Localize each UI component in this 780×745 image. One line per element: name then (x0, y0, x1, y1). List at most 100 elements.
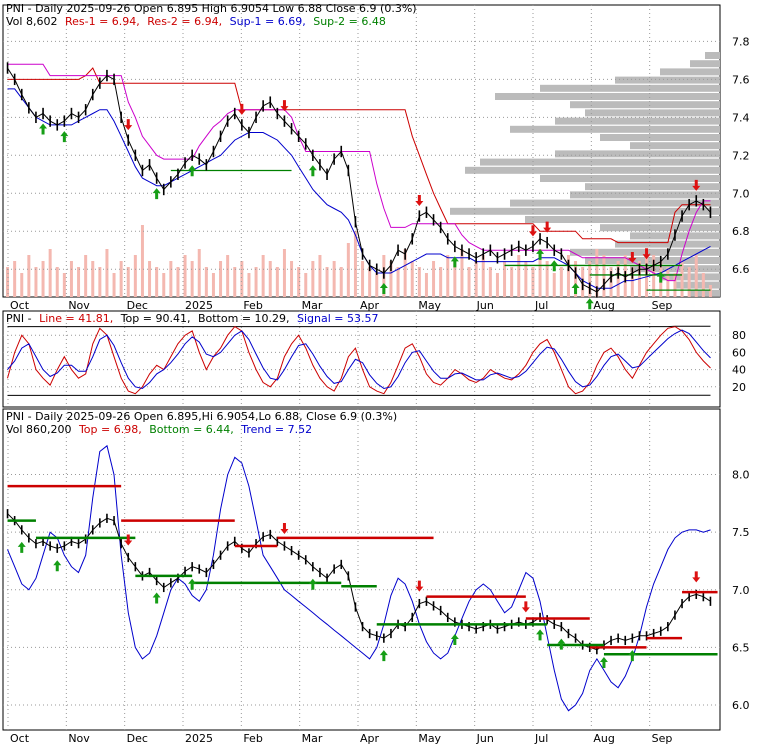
volume-profile-bar (465, 166, 720, 174)
volume-profile-bar (690, 289, 720, 297)
volume-bar (687, 267, 691, 297)
buy-arrow (450, 256, 459, 268)
volume-profile-bar (615, 240, 720, 248)
volume-bar (304, 273, 308, 297)
volume-profile-bar (570, 248, 720, 256)
volume-bar (396, 267, 400, 297)
x-tick-label-sep: Sep (652, 299, 673, 312)
volume-bar (673, 273, 677, 297)
oscillator-top-label: Top = 90.41, (120, 312, 191, 325)
volume-bar (410, 261, 414, 297)
volume-bar (176, 267, 180, 297)
x-tick-label-mar: Mar (302, 732, 323, 745)
x-tick-label-feb: Feb (243, 732, 262, 745)
sell-arrow (543, 221, 552, 233)
volume-bar (517, 255, 521, 297)
volume-bar (488, 267, 492, 297)
volume-bar (694, 255, 698, 297)
sell-arrow (521, 601, 530, 613)
volume-bar (261, 255, 265, 297)
x-tick-label-dec: Dec (127, 299, 148, 312)
volume-bar (701, 273, 705, 297)
buy-arrow (536, 248, 545, 260)
x-tick-label-aug: Aug (593, 299, 614, 312)
y-tick-label: 7.0 (732, 584, 750, 597)
buy-arrow (628, 650, 637, 662)
volume-profile-bar (450, 207, 720, 215)
x-tick-label-may: May (418, 299, 441, 312)
x-tick-label-oct: Oct (10, 299, 30, 312)
volume-bar (190, 261, 194, 297)
oscillator-lines (7, 325, 711, 396)
volume-profile-bar (585, 183, 720, 191)
volume-bar (481, 255, 485, 297)
volume-profile-bar (510, 199, 720, 207)
y-tick-label: 6.6 (732, 263, 750, 276)
volume-profile-bar (615, 76, 720, 84)
volume-bar (77, 267, 81, 297)
oscillator-panel: 80 60 40 20 PNI - Line = 41.81, Top = 90.41… (2, 310, 746, 408)
volume-bar (48, 249, 52, 297)
volume-bar (630, 267, 634, 297)
volume-bar (233, 267, 237, 297)
trend-panel-frame (2, 408, 721, 731)
x-tick-label-jun: Jun (476, 732, 494, 745)
trend-arrows (17, 522, 701, 669)
volume-bar (495, 273, 499, 297)
volume-bar (545, 261, 549, 297)
y-tick-label: 7.0 (732, 187, 750, 200)
x-tick-label-2025: 2025 (185, 299, 213, 312)
svg-text:Vol 860,200 Top = 6.98,: Vol 860,200 Top = 6.98, Bottom = 6.44, T… (6, 423, 312, 436)
upper-channel-line (7, 63, 711, 282)
buy-arrow (656, 271, 665, 283)
buy-arrow (152, 188, 161, 200)
buy-arrow (379, 650, 388, 662)
x-tick-label-feb: Feb (243, 299, 262, 312)
x-tick-label-jul: Jul (534, 299, 548, 312)
sell-arrow (692, 179, 701, 191)
buy-arrow (450, 634, 459, 646)
volume-bar (339, 267, 343, 297)
volume-bar (112, 273, 116, 297)
y-tick-label: 80 (732, 329, 746, 342)
volume-bar (133, 255, 137, 297)
sell-arrow (237, 103, 246, 115)
volume-profile-bar (570, 101, 720, 109)
x-tick-label-nov: Nov (68, 299, 90, 312)
trend-volume-label: Vol 860,200 (6, 423, 71, 436)
volume-bar (69, 261, 73, 297)
volume-bar (403, 249, 407, 297)
volume-bar (55, 267, 59, 297)
y-tick-label: 40 (732, 364, 746, 377)
volume-bar (155, 267, 159, 297)
volume-profile-bar (570, 191, 720, 199)
x-tick-label-jul: Jul (534, 732, 548, 745)
signal-arrows (39, 100, 701, 310)
volume-bar (389, 261, 393, 297)
volume-bar (353, 231, 357, 297)
oscillator-line (7, 325, 711, 395)
volume-bar (325, 267, 329, 297)
sell-arrow (124, 119, 133, 131)
oscillator-signal-line (7, 329, 711, 390)
volume-bar (552, 273, 556, 297)
volume-bar (453, 261, 457, 297)
volume-bar (524, 261, 528, 297)
resistance-1-label: Res-1 = 6.94, (65, 15, 140, 28)
price-grid (3, 5, 720, 297)
volume-profile-bar (555, 117, 720, 125)
x-tick-label-jun: Jun (476, 299, 494, 312)
volume-bar (616, 261, 620, 297)
volume-bar (652, 255, 656, 297)
volume-profile-bar (540, 84, 720, 92)
volume-bar (467, 267, 471, 297)
oscillator-y-axis: 80 60 40 20 (732, 329, 746, 394)
trend-panel: 8.0 7.5 7.0 6.5 6.0 PNI - Daily 2025-09-26 O… (2, 408, 750, 745)
x-tick-label-2025: 2025 (185, 732, 213, 745)
price-panel: 7.8 7.6 7.4 7.2 7.0 6.8 6.6 PNI - Daily 2025-0… (2, 2, 750, 312)
buy-arrow (60, 131, 69, 143)
y-tick-label: 60 (732, 346, 746, 359)
volume-bar (169, 261, 173, 297)
buy-arrow (550, 260, 559, 272)
buy-arrow (39, 123, 48, 135)
